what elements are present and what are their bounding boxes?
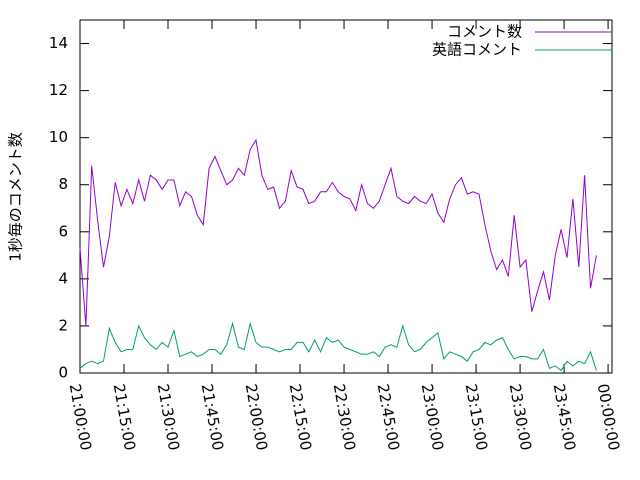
series-line: [79, 138, 597, 326]
y-tick-label: 2: [58, 316, 68, 334]
y-tick-label: 0: [58, 364, 68, 382]
y-tick-label: 14: [49, 34, 68, 52]
y-tick-label: 4: [58, 269, 68, 287]
y-axis-label: 1秒毎のコメント数: [7, 132, 25, 262]
plot-frame: [79, 19, 613, 374]
y-tick-label: 12: [49, 81, 68, 99]
legend-label: 英語コメント: [432, 41, 522, 59]
series-line: [79, 321, 597, 372]
y-tick-label: 8: [58, 175, 68, 193]
y-tick-label: 6: [58, 222, 68, 240]
legend-label: コメント数: [447, 23, 522, 41]
y-tick-label: 10: [49, 128, 68, 146]
